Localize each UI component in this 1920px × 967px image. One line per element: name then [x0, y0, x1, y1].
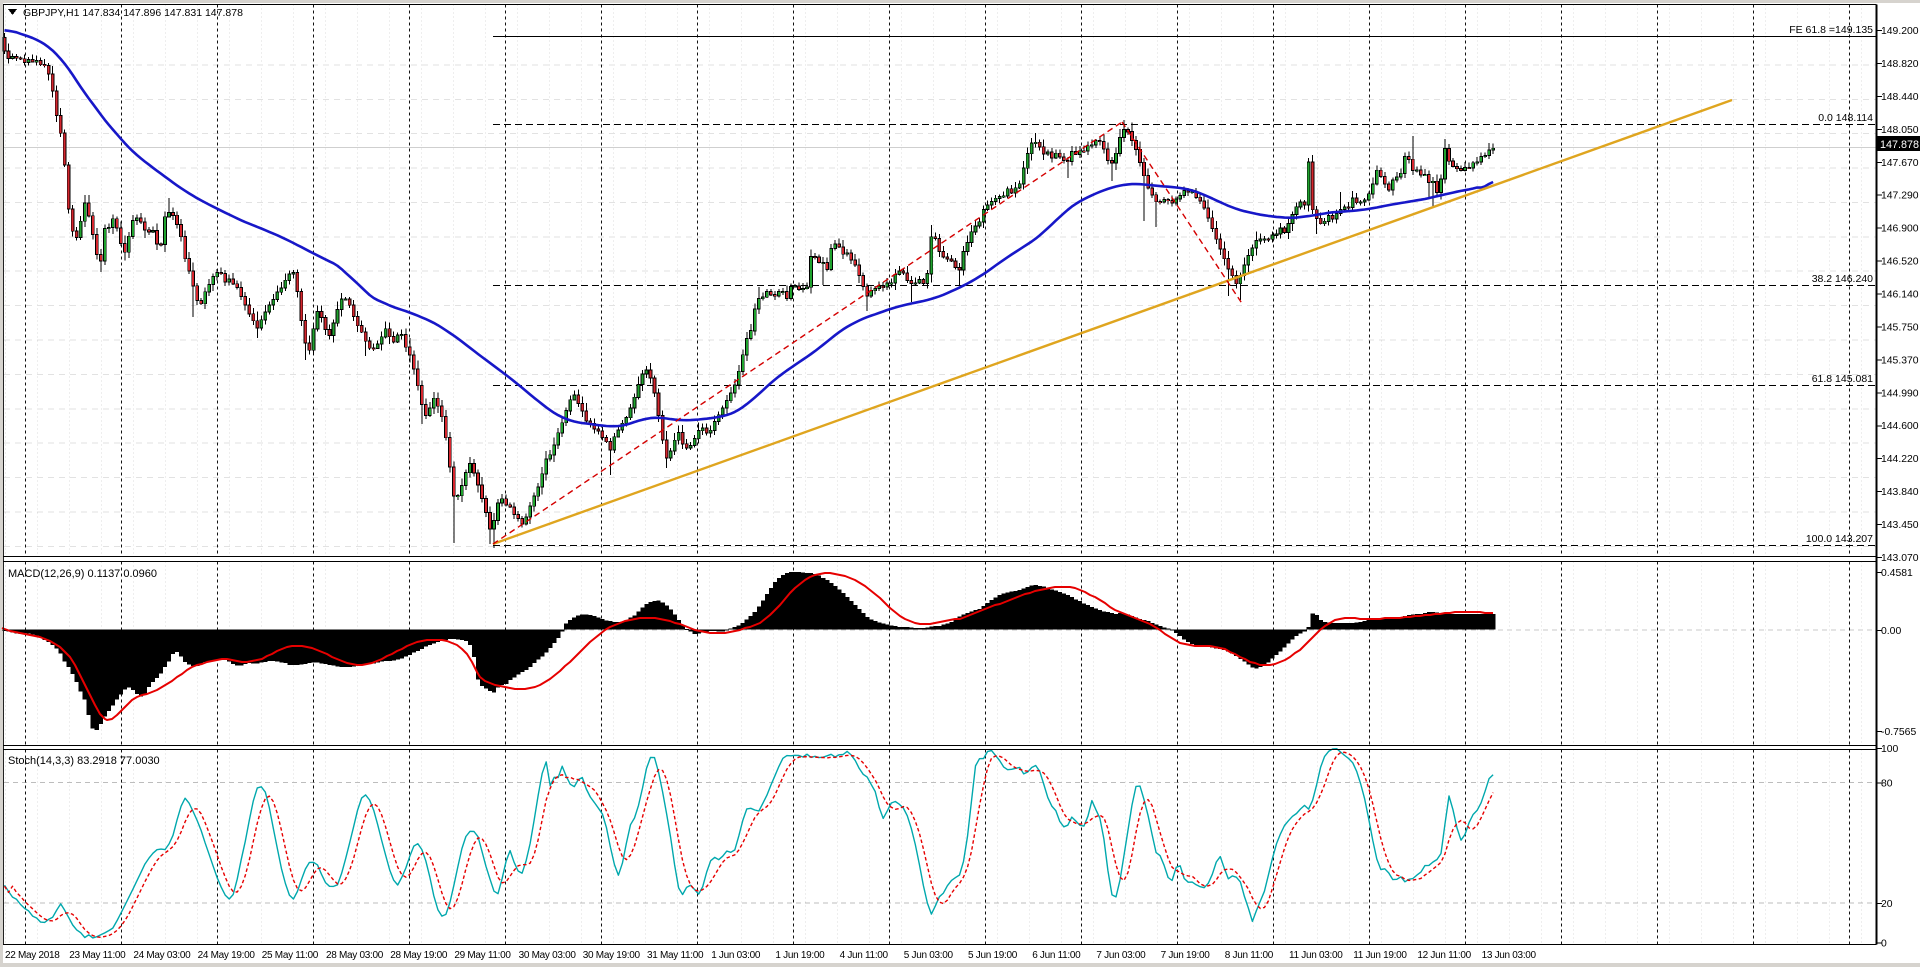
svg-text:149.200: 149.200 [1881, 26, 1919, 37]
svg-text:29 May 11:00: 29 May 11:00 [454, 950, 511, 961]
svg-text:38.2 146.240: 38.2 146.240 [1812, 273, 1873, 285]
svg-text:143.070: 143.070 [1881, 553, 1919, 564]
svg-text:143.840: 143.840 [1881, 487, 1919, 498]
svg-text:MACD(12,26,9) 0.1137 0.0960: MACD(12,26,9) 0.1137 0.0960 [8, 568, 157, 580]
svg-text:-0.7565: -0.7565 [1881, 727, 1916, 738]
svg-text:FE 61.8 =149.135: FE 61.8 =149.135 [1789, 24, 1873, 36]
svg-text:24 May 03:00: 24 May 03:00 [133, 950, 191, 961]
svg-text:7 Jun 19:00: 7 Jun 19:00 [1161, 950, 1211, 961]
svg-text:147.878: 147.878 [1880, 139, 1919, 151]
svg-text:Stoch(14,3,3) 83.2918 77.0030: Stoch(14,3,3) 83.2918 77.0030 [8, 755, 160, 767]
svg-text:0.00: 0.00 [1881, 626, 1901, 637]
svg-text:11 Jun 19:00: 11 Jun 19:00 [1353, 950, 1407, 961]
svg-text:148.440: 148.440 [1881, 92, 1919, 103]
svg-text:30 May 19:00: 30 May 19:00 [583, 950, 641, 961]
svg-text:5 Jun 03:00: 5 Jun 03:00 [904, 950, 954, 961]
svg-text:0: 0 [1881, 939, 1887, 950]
svg-text:28 May 03:00: 28 May 03:00 [326, 950, 384, 961]
svg-text:30 May 03:00: 30 May 03:00 [519, 950, 577, 961]
svg-text:146.900: 146.900 [1881, 224, 1919, 235]
svg-text:31 May 11:00: 31 May 11:00 [647, 950, 704, 961]
svg-text:144.220: 144.220 [1881, 454, 1919, 465]
svg-text:80: 80 [1881, 779, 1893, 790]
svg-text:22 May 2018: 22 May 2018 [5, 950, 60, 961]
svg-text:147.290: 147.290 [1881, 191, 1919, 202]
svg-text:12 Jun 11:00: 12 Jun 11:00 [1417, 950, 1471, 961]
svg-text:4 Jun 11:00: 4 Jun 11:00 [840, 950, 889, 961]
svg-text:GBPJPY,H1 147.834 147.896 147: GBPJPY,H1 147.834 147.896 147.831 147.87… [23, 7, 243, 19]
svg-text:8 Jun 11:00: 8 Jun 11:00 [1225, 950, 1274, 961]
svg-text:146.140: 146.140 [1881, 290, 1919, 301]
svg-text:24 May 19:00: 24 May 19:00 [198, 950, 256, 961]
svg-text:13 Jun 03:00: 13 Jun 03:00 [1482, 950, 1537, 961]
svg-text:7 Jun 03:00: 7 Jun 03:00 [1096, 950, 1146, 961]
svg-text:1 Jun 03:00: 1 Jun 03:00 [711, 950, 761, 961]
svg-text:20: 20 [1881, 899, 1893, 910]
svg-text:0.0 148.114: 0.0 148.114 [1818, 112, 1873, 124]
svg-text:146.520: 146.520 [1881, 257, 1919, 268]
svg-text:144.990: 144.990 [1881, 388, 1919, 399]
svg-text:145.750: 145.750 [1881, 322, 1919, 333]
svg-text:147.670: 147.670 [1881, 158, 1919, 169]
svg-text:1 Jun 19:00: 1 Jun 19:00 [775, 950, 825, 961]
svg-text:6 Jun 11:00: 6 Jun 11:00 [1032, 950, 1081, 961]
svg-text:11 Jun 03:00: 11 Jun 03:00 [1289, 950, 1343, 961]
svg-text:144.600: 144.600 [1881, 421, 1919, 432]
svg-text:148.050: 148.050 [1881, 125, 1919, 136]
svg-text:23 May 11:00: 23 May 11:00 [69, 950, 126, 961]
svg-text:5 Jun 19:00: 5 Jun 19:00 [968, 950, 1018, 961]
svg-text:148.820: 148.820 [1881, 59, 1919, 70]
svg-text:25 May 11:00: 25 May 11:00 [262, 950, 319, 961]
svg-text:61.8 145.081: 61.8 145.081 [1812, 373, 1873, 385]
svg-text:0.4581: 0.4581 [1881, 568, 1913, 579]
svg-text:28 May 19:00: 28 May 19:00 [390, 950, 448, 961]
svg-text:100.0 143.207: 100.0 143.207 [1806, 533, 1873, 545]
svg-text:100: 100 [1881, 744, 1899, 755]
svg-text:143.450: 143.450 [1881, 520, 1919, 531]
svg-text:145.370: 145.370 [1881, 355, 1919, 366]
